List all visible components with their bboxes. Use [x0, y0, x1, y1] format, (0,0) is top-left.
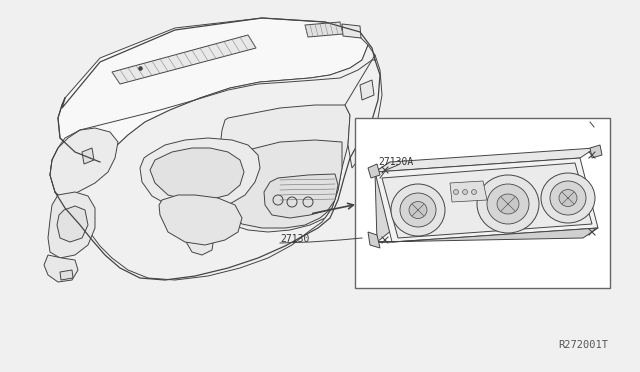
Polygon shape: [590, 145, 602, 158]
Ellipse shape: [550, 181, 586, 215]
Circle shape: [463, 189, 467, 195]
Polygon shape: [375, 162, 392, 242]
Polygon shape: [345, 55, 382, 168]
Bar: [355, 118, 610, 288]
Polygon shape: [48, 192, 95, 258]
Ellipse shape: [409, 202, 427, 218]
Ellipse shape: [487, 184, 529, 224]
Polygon shape: [368, 164, 380, 178]
Polygon shape: [228, 140, 342, 228]
Circle shape: [454, 189, 458, 195]
Polygon shape: [50, 128, 118, 198]
Ellipse shape: [497, 194, 519, 214]
Polygon shape: [377, 228, 598, 242]
Circle shape: [472, 189, 477, 195]
Text: R272001T: R272001T: [558, 340, 608, 350]
Polygon shape: [375, 148, 595, 172]
Ellipse shape: [400, 193, 436, 227]
Polygon shape: [82, 148, 94, 164]
Polygon shape: [112, 35, 256, 84]
Polygon shape: [360, 80, 374, 100]
Polygon shape: [58, 18, 368, 162]
Polygon shape: [342, 24, 361, 38]
Ellipse shape: [559, 189, 577, 206]
Polygon shape: [57, 206, 88, 242]
Polygon shape: [183, 200, 215, 255]
Polygon shape: [218, 105, 350, 232]
Polygon shape: [375, 158, 598, 242]
Polygon shape: [159, 195, 242, 245]
Polygon shape: [140, 138, 260, 210]
Polygon shape: [150, 148, 244, 200]
Polygon shape: [305, 22, 343, 37]
Text: 27130A: 27130A: [378, 157, 413, 167]
Polygon shape: [368, 232, 380, 248]
Ellipse shape: [541, 173, 595, 223]
Ellipse shape: [477, 175, 539, 233]
Text: 27130: 27130: [280, 234, 309, 244]
Polygon shape: [264, 174, 338, 218]
Polygon shape: [382, 163, 592, 238]
Polygon shape: [44, 255, 78, 282]
Polygon shape: [60, 270, 73, 280]
Ellipse shape: [391, 184, 445, 236]
Polygon shape: [450, 181, 487, 202]
Polygon shape: [50, 45, 378, 280]
